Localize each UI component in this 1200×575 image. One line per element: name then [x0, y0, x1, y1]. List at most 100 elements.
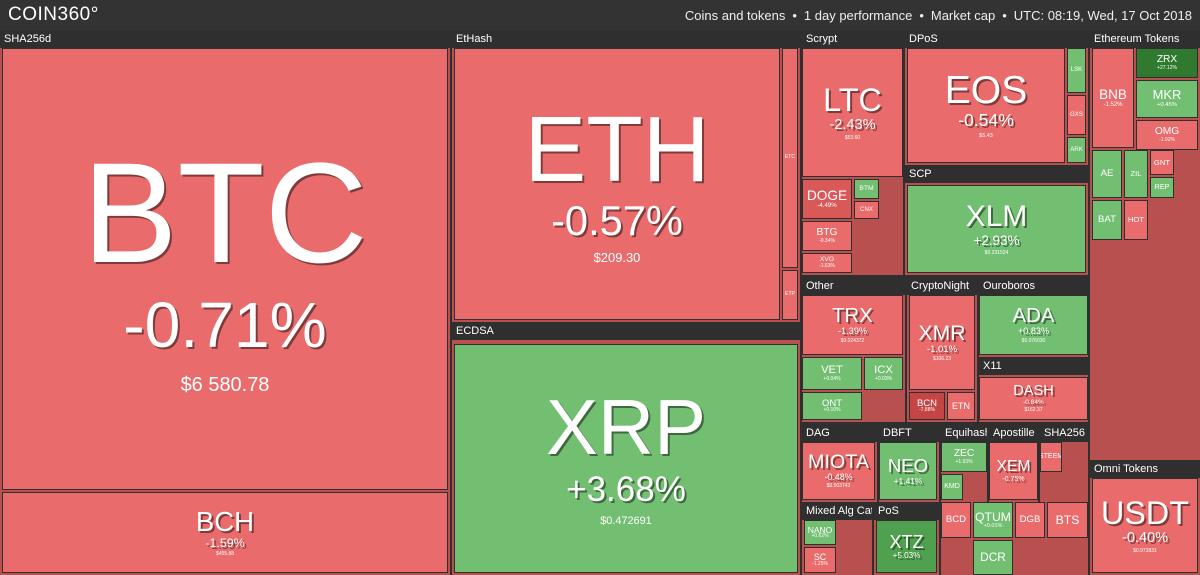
tile[interactable]: ARK — [1067, 137, 1086, 163]
tile-price: $0.024372 — [840, 338, 865, 345]
tile[interactable]: CNX — [854, 201, 879, 219]
tile[interactable]: SC -1.25% — [804, 547, 836, 573]
group-label[interactable]: Ouroboros — [979, 277, 1088, 295]
tile-symbol: ZIL — [1130, 169, 1142, 179]
tile-price: $106.23 — [932, 356, 952, 363]
group-label[interactable]: X11 — [979, 357, 1088, 375]
tile-symbol: TRX — [832, 304, 873, 327]
tile-symbol: VET — [821, 364, 843, 377]
group-label[interactable]: PoS — [874, 502, 939, 520]
tile[interactable]: XRP +3.68% $0.472691 — [454, 344, 798, 573]
tile[interactable]: ADA +0.83% $0.076030 — [979, 295, 1088, 355]
tile[interactable]: BTC -0.71% $6 580.78 — [2, 48, 448, 490]
group-label[interactable]: Other — [802, 277, 905, 295]
tile-symbol: DGB — [1019, 514, 1041, 526]
tile[interactable]: HOT — [1124, 200, 1148, 240]
group-label[interactable]: DAG — [802, 424, 877, 442]
tile[interactable]: OMG -1.92% — [1136, 120, 1198, 150]
tile-symbol: HOT — [1127, 215, 1145, 225]
group-label[interactable]: Scrypt — [802, 30, 903, 48]
tile-price: $6 580.78 — [180, 373, 270, 396]
tile-symbol: ZRX — [1156, 54, 1178, 66]
tile-group: ECDSA XRP +3.68% $0.472691 — [452, 322, 800, 575]
tile[interactable]: USDT -0.40% $0.973831 — [1092, 478, 1198, 573]
group-label[interactable]: Apostille — [989, 424, 1038, 442]
tile-change: -2.43% — [829, 116, 876, 133]
tile[interactable]: ETH -0.57% $209.30 — [454, 48, 780, 320]
tile[interactable]: ETP — [782, 270, 798, 320]
tile[interactable]: REP — [1150, 177, 1174, 198]
tile[interactable]: LSK — [1067, 48, 1086, 93]
group-label[interactable]: DPoS — [905, 30, 1088, 48]
group-label[interactable]: SCP — [905, 165, 1088, 183]
group-label[interactable]: SHA256d — [0, 30, 450, 48]
tile[interactable]: EOS -0.54% $5.43 — [907, 48, 1065, 163]
tile-change: +0.01% — [983, 522, 1003, 529]
tile[interactable]: DCR — [973, 540, 1013, 575]
tile[interactable]: XMR -1.01% $106.23 — [909, 295, 975, 390]
tile[interactable]: BCH -1.59% $455.88 — [2, 492, 448, 573]
tile[interactable]: GXS — [1067, 95, 1086, 135]
logo[interactable]: COIN360° — [8, 4, 99, 25]
tile[interactable]: BTM — [854, 179, 879, 199]
tile[interactable]: XVG -1.63% — [802, 253, 852, 273]
tile-group: DAG MIOTA -0.48% $0.503743 — [802, 424, 877, 502]
tile[interactable]: BTS — [1047, 502, 1088, 538]
info-item[interactable]: 1 day performance — [803, 8, 913, 23]
tile[interactable]: BTG -0.34% — [802, 221, 852, 251]
tile-symbol: ADA — [1012, 304, 1055, 327]
info-item[interactable]: Coins and tokens — [684, 8, 786, 23]
tile-change: -0.40% — [1122, 529, 1168, 546]
tile-group: Apostille XEM -0.75% — [989, 424, 1038, 502]
info-item[interactable]: Market cap — [930, 8, 996, 23]
group-label[interactable]: Mixed Alg Cate — [802, 502, 872, 520]
tile[interactable]: NEO +1.41% — [879, 442, 937, 500]
tile[interactable]: ICX +0.03% — [864, 357, 903, 390]
tile[interactable]: MKR +0.45% — [1136, 80, 1198, 118]
tile[interactable]: AE — [1092, 150, 1122, 198]
group-label[interactable]: Ethereum Tokens — [1090, 30, 1200, 48]
tile[interactable]: ZIL — [1124, 150, 1148, 198]
tile[interactable]: XLM +2.93% $0.231524 — [907, 185, 1086, 273]
group-label[interactable]: SHA256 — [1040, 424, 1088, 442]
group-label[interactable]: Omni Tokens — [1090, 460, 1200, 478]
group-label[interactable]: CryptoNight — [907, 277, 977, 295]
tile-symbol: XLM — [965, 200, 1028, 234]
tile[interactable]: TRX -1.39% $0.024372 — [802, 295, 903, 355]
tile[interactable]: VET +0.04% — [802, 357, 862, 390]
info-item[interactable]: UTC: 08:19, Wed, 17 Oct 2018 — [1013, 8, 1192, 23]
tile[interactable]: KMD — [941, 474, 963, 500]
tile-symbol: BTS — [1055, 512, 1080, 527]
tile[interactable]: ETC — [782, 48, 798, 268]
tile[interactable]: BNB -1.52% — [1092, 48, 1134, 148]
tile[interactable]: DOGE -4.49% — [802, 179, 852, 219]
tile-symbol: DASH — [1013, 383, 1054, 400]
group-label[interactable]: EtHash — [452, 30, 800, 48]
group-label[interactable]: DBFT — [879, 424, 939, 442]
tile[interactable]: BCN -7.88% — [909, 392, 945, 420]
tile-symbol: GNT — [1153, 157, 1171, 167]
tile[interactable]: BAT — [1092, 200, 1122, 240]
group-label[interactable]: ECDSA — [452, 322, 800, 340]
tile-change: -1.01% — [926, 344, 958, 356]
tile-group: SHA256d BTC -0.71% $6 580.78 BCH -1.59% $455.8… — [0, 30, 450, 575]
tile-symbol: BNB — [1099, 86, 1127, 102]
tile[interactable]: DASH -0.84% $162.37 — [979, 377, 1088, 420]
tile[interactable]: QTUM +0.01% — [973, 502, 1013, 538]
tile[interactable]: BCD — [941, 502, 971, 538]
tile[interactable]: GNT — [1150, 150, 1174, 175]
tile[interactable]: XTZ +5.03% — [876, 520, 937, 573]
tile[interactable]: ZEC +1.93% — [941, 442, 987, 472]
group-label[interactable]: Equihash — [941, 424, 987, 442]
tile[interactable]: ZRX +27.12% — [1136, 48, 1198, 78]
tile[interactable]: STEEM — [1040, 442, 1062, 472]
tile-group: DBFT NEO +1.41% — [879, 424, 939, 502]
tile[interactable]: MIOTA -0.48% $0.503743 — [802, 442, 875, 500]
tile-group: Equihash ZEC +1.93% KMD — [941, 424, 987, 502]
tile[interactable]: ONT +0.10% — [802, 392, 862, 420]
tile[interactable]: DGB — [1015, 502, 1045, 538]
tile[interactable]: ETN — [947, 392, 975, 420]
tile[interactable]: XEM -0.75% — [989, 442, 1038, 500]
tile[interactable]: NANO +0.62% — [804, 520, 836, 545]
tile[interactable]: LTC -2.43% $53.60 — [802, 48, 903, 177]
